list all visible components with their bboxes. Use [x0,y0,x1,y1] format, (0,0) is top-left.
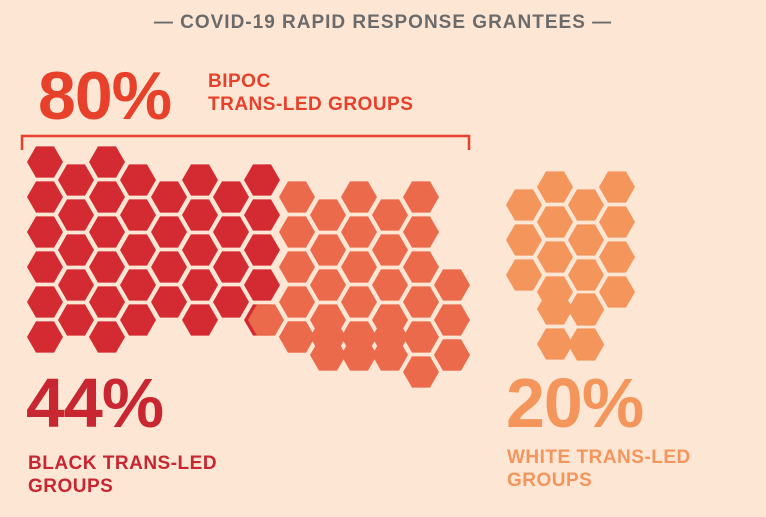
other-bipoc-hexagon [279,286,315,318]
black-hexagon [58,199,94,231]
black-hexagon [244,234,280,266]
other-bipoc-hexagon [434,269,470,301]
black-hexagon [89,321,125,353]
other-bipoc-hexagon [403,321,439,353]
white-hexagon [568,293,604,325]
white-hexagon [568,328,604,360]
black-hexagon [182,234,218,266]
other-bipoc-hexagon [372,234,408,266]
other-bipoc-hexagon [341,181,377,213]
black-hexagon [213,181,249,213]
white-hexagon [537,241,573,273]
black-hexagon [182,199,218,231]
white-percent: 20% [506,364,644,442]
white-hexagon [599,241,635,273]
other-bipoc-hexagon [279,321,315,353]
other-bipoc-hexagon [341,216,377,248]
white-hexagon [537,293,573,325]
black-percent: 44% [26,364,164,442]
white-hexagon [537,328,573,360]
black-hexagon [89,216,125,248]
black-hexagon [182,164,218,196]
other-bipoc-hexagon [310,269,346,301]
other-bipoc-hexagon [310,199,346,231]
black-hexagon [213,216,249,248]
black-hexagon [151,181,187,213]
other-bipoc-hexagon [403,286,439,318]
white-hexagon [599,276,635,308]
white-hexagon [568,259,604,291]
black-hexagon [244,164,280,196]
white-hexagon [506,259,542,291]
white-hexagon [599,206,635,238]
black-label-line-1: BLACK TRANS-LED [28,453,218,474]
black-hexagon [182,269,218,301]
black-hexagon [89,286,125,318]
black-hexagon [120,304,156,336]
black-hexagon [27,181,63,213]
bipoc-label: BIPOC TRANS-LED GROUPS [208,70,413,116]
other-bipoc-hexagon [279,181,315,213]
white-hexagon [568,189,604,221]
white-label-line-1: WHITE TRANS-LED [507,447,691,468]
black-label: BLACK TRANS-LED GROUPS [28,452,217,498]
other-bipoc-hexagon [372,199,408,231]
chart-title: — COVID-19 RAPID RESPONSE GRANTEES — [153,12,613,33]
other-bipoc-hexagon [248,304,284,336]
black-hexagon [27,216,63,248]
other-bipoc-hexagon [279,216,315,248]
black-hexagon [182,304,218,336]
black-hexagon [151,286,187,318]
other-bipoc-hexagon [434,304,470,336]
white-label: WHITE TRANS-LED GROUPS [507,446,691,492]
black-hexagon [58,304,94,336]
black-hexagon [89,181,125,213]
bipoc-label-line-2: TRANS-LED GROUPS [208,94,414,115]
white-hexagon [568,224,604,256]
other-bipoc-hexagon [279,251,315,283]
black-hexagon [89,251,125,283]
other-bipoc-hexagon [403,216,439,248]
black-hexagon [27,286,63,318]
black-hexagon [213,251,249,283]
other-bipoc-hexagon [310,234,346,266]
other-bipoc-hexagon [310,321,346,353]
other-bipoc-hexagon [372,321,408,353]
bipoc-percent: 80% [38,58,172,134]
black-hexagon [58,234,94,266]
white-hexagon [537,171,573,203]
black-hexagon [151,251,187,283]
black-hexagon [89,146,125,178]
white-hexagon [599,171,635,203]
black-hexagon [120,199,156,231]
black-hexagon [120,269,156,301]
other-bipoc-hexagon [341,251,377,283]
other-bipoc-hexagon [434,339,470,371]
white-hexagon [506,224,542,256]
black-hexagon [244,269,280,301]
black-hexagon [27,251,63,283]
black-hexagon [213,286,249,318]
black-hexagon [58,269,94,301]
black-hexagon [27,146,63,178]
black-hexagon [58,164,94,196]
other-bipoc-hexagon [403,356,439,388]
black-hexagon [151,216,187,248]
bipoc-label-line-1: BIPOC [208,71,271,92]
white-hexagon [537,206,573,238]
black-label-line-2: GROUPS [28,476,114,497]
black-hexagon [27,321,63,353]
white-hexagon [506,189,542,221]
other-bipoc-hexagon [403,251,439,283]
other-bipoc-hexagon [372,269,408,301]
other-bipoc-hexagon [341,286,377,318]
black-hexagon [244,199,280,231]
black-hexagon [120,234,156,266]
other-bipoc-hexagon [341,339,377,371]
black-hexagon [120,164,156,196]
other-bipoc-hexagon [403,181,439,213]
white-label-line-2: GROUPS [507,470,593,491]
